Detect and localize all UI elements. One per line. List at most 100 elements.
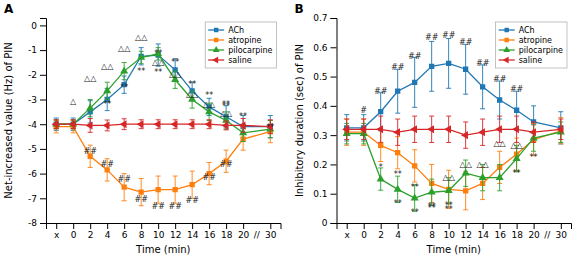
chart-canvas: x0246810121416182030//0-1-2-3-4-5-6-7-8△… bbox=[0, 0, 581, 257]
y-tick: -2 bbox=[28, 70, 46, 80]
error-bar-cap bbox=[71, 119, 76, 120]
marker bbox=[86, 121, 93, 129]
error-bar-cap bbox=[268, 137, 273, 138]
error-bar-cap bbox=[558, 111, 563, 112]
y-axis-title: Inhibitory duration (sec) of PIN bbox=[294, 44, 305, 197]
annotation: ** bbox=[445, 201, 453, 210]
legend-entry: saline bbox=[208, 56, 252, 65]
tick-label: 14 bbox=[187, 230, 199, 240]
series bbox=[54, 44, 273, 138]
x-tick: 14 bbox=[477, 223, 489, 240]
tick-mark bbox=[432, 223, 433, 229]
error-bar-cap bbox=[139, 63, 144, 64]
axis-line bbox=[337, 224, 572, 230]
marker bbox=[394, 185, 402, 192]
annotation: ## bbox=[100, 160, 114, 169]
x-tick: 8 bbox=[429, 223, 435, 240]
legend-label: ACh bbox=[519, 26, 535, 35]
error-bar-cap bbox=[54, 128, 59, 129]
marker bbox=[478, 128, 485, 136]
tick-label: 0.2 bbox=[313, 160, 327, 170]
marker bbox=[556, 125, 563, 133]
tick-mark bbox=[243, 223, 244, 229]
tick-mark bbox=[331, 77, 337, 78]
error-bar-cap bbox=[480, 199, 485, 200]
marker bbox=[103, 86, 111, 93]
error-bar-cap bbox=[156, 47, 161, 48]
legend-label: ACh bbox=[228, 26, 244, 35]
tick-mark bbox=[158, 223, 159, 229]
error-bar-cap bbox=[54, 118, 59, 119]
marker bbox=[187, 120, 194, 128]
error-bar-cap bbox=[71, 132, 76, 133]
x-axis: x0246810121416182030// bbox=[47, 223, 282, 240]
error-bar-cap bbox=[190, 128, 195, 129]
error-bar-cap bbox=[361, 119, 366, 120]
error-bar-cap bbox=[122, 79, 127, 80]
error-bar-cap bbox=[139, 47, 144, 48]
legend-symbol bbox=[213, 46, 220, 52]
legend-entry: pilocarpine bbox=[499, 46, 563, 55]
x-tick: 2 bbox=[88, 223, 94, 240]
marker bbox=[496, 173, 504, 180]
error-bar-cap bbox=[480, 190, 485, 191]
error-bar-cap bbox=[54, 128, 59, 129]
tick-mark bbox=[331, 18, 337, 19]
error-bar-cap bbox=[446, 88, 451, 89]
legend-entry: pilocarpine bbox=[208, 46, 272, 55]
annotation: ## bbox=[493, 75, 507, 84]
tick-label: 0.6 bbox=[313, 43, 328, 53]
tick-mark bbox=[141, 223, 142, 229]
marker bbox=[514, 108, 519, 113]
legend-label: pilocarpine bbox=[519, 46, 563, 55]
tick-label: 2 bbox=[378, 230, 384, 240]
error-bar bbox=[190, 171, 195, 198]
y-tick: -6 bbox=[28, 169, 46, 179]
tick-mark bbox=[347, 223, 348, 229]
series bbox=[344, 118, 563, 210]
tick-label: -6 bbox=[28, 169, 37, 179]
x-axis-title: Time (min) bbox=[426, 244, 481, 255]
error-bar-cap bbox=[122, 173, 127, 174]
annotation: ** bbox=[188, 80, 196, 89]
legend-symbol bbox=[504, 38, 508, 42]
error-bar-cap bbox=[429, 179, 434, 180]
marker bbox=[342, 125, 349, 133]
error-bar-cap bbox=[122, 118, 127, 119]
marker bbox=[393, 128, 400, 136]
error-bar-cap bbox=[378, 190, 383, 191]
x-tick: x bbox=[345, 223, 351, 240]
x-tick: 16 bbox=[494, 223, 506, 240]
error-bar-cap bbox=[344, 143, 349, 144]
legend-label: atropine bbox=[228, 36, 261, 45]
error-bar-cap bbox=[463, 121, 468, 122]
annotation: ## bbox=[117, 175, 131, 184]
annotation: ## bbox=[168, 202, 182, 211]
error-bar-cap bbox=[497, 116, 502, 117]
annotation: ** bbox=[266, 123, 274, 132]
tick-mark bbox=[209, 223, 210, 229]
marker bbox=[411, 193, 419, 200]
x-tick: 0 bbox=[71, 223, 77, 240]
series-line bbox=[347, 131, 561, 191]
error-bar-cap bbox=[268, 115, 273, 116]
error-bar-cap bbox=[395, 119, 400, 120]
tick-mark bbox=[517, 223, 518, 229]
marker bbox=[204, 120, 211, 128]
marker bbox=[412, 80, 417, 85]
tick-label: 6 bbox=[122, 230, 128, 240]
marker bbox=[479, 173, 487, 180]
error-bar-cap bbox=[71, 118, 76, 119]
marker bbox=[171, 120, 178, 128]
x-tick: 20 bbox=[528, 223, 540, 240]
error-bar-cap bbox=[105, 110, 110, 111]
error-bar-cap bbox=[480, 108, 485, 109]
error-bar-cap bbox=[139, 64, 144, 65]
tick-label: 0.3 bbox=[313, 131, 327, 141]
error-bar-cap bbox=[268, 133, 273, 134]
legend: AChatropinepilocarpinesaline bbox=[205, 22, 276, 68]
annotation: ## bbox=[185, 196, 199, 205]
error-bar-cap bbox=[378, 161, 383, 162]
tick-label: -4 bbox=[28, 120, 37, 130]
error-bar-cap bbox=[412, 142, 417, 143]
